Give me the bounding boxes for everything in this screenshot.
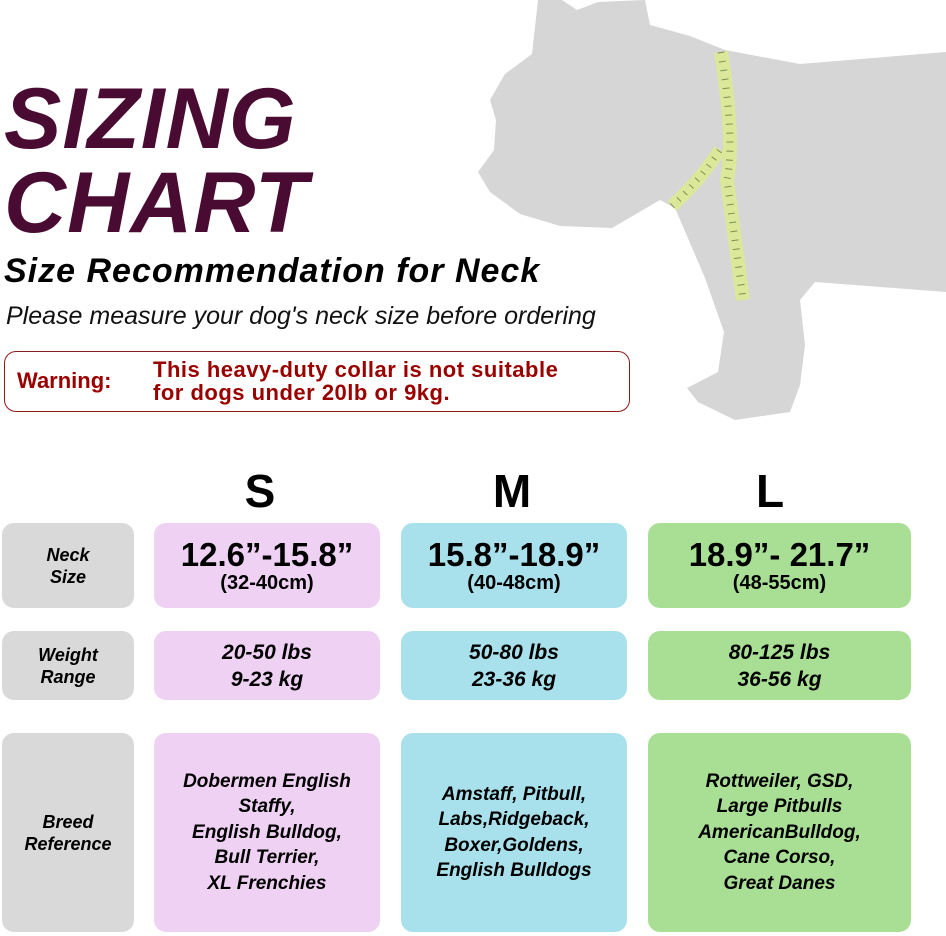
- label-line: Neck: [46, 544, 90, 565]
- neck-size-l: 18.9”- 21.7” (48-55cm): [648, 523, 911, 608]
- weight-kg: 36-56 kg: [737, 667, 822, 691]
- breed-line: Boxer,Goldens,: [444, 834, 584, 856]
- breed-line: Bull Terrier,: [214, 847, 320, 869]
- breed-line: Great Danes: [723, 872, 836, 894]
- title-sizing: SIZING: [4, 71, 297, 167]
- warning-label: Warning:: [17, 368, 112, 393]
- breed-line: AmericanBulldog,: [698, 821, 861, 843]
- row-label-breed-reference: Breed Reference: [2, 733, 134, 932]
- size-header-m: M: [492, 465, 532, 517]
- label-line: Reference: [24, 833, 112, 854]
- breed-line: Staffy,: [238, 796, 296, 818]
- breed-line: Dobermen English: [183, 770, 351, 792]
- subtitle: Size Recommendation for Neck: [4, 252, 541, 290]
- weight-range-l: 80-125 lbs 36-56 kg: [648, 631, 911, 700]
- weight-range-m: 50-80 lbs 23-36 kg: [401, 631, 627, 700]
- weight-kg: 23-36 kg: [471, 667, 557, 691]
- neck-cm: (32-40cm): [220, 571, 314, 594]
- instruction-text: Please measure your dog's neck size befo…: [6, 302, 596, 330]
- neck-inches: 18.9”- 21.7”: [688, 535, 871, 573]
- neck-inches: 15.8”-18.9”: [427, 535, 601, 573]
- weight-lbs: 80-125 lbs: [728, 640, 831, 664]
- breed-line: Labs,Ridgeback,: [438, 809, 590, 830]
- breed-line: Amstaff, Pitbull,: [441, 783, 587, 805]
- label-line: Breed: [42, 811, 94, 832]
- label-line: Weight: [38, 644, 98, 665]
- neck-size-s: 12.6”-15.8” (32-40cm): [154, 523, 380, 608]
- warning-line: This heavy-duty collar is not suitable: [153, 357, 559, 382]
- breed-line: English Bulldog,: [192, 821, 342, 843]
- size-header-l: L: [755, 465, 785, 517]
- breed-reference-l: Rottweiler, GSD, Large Pitbulls American…: [648, 733, 911, 932]
- size-header-s: S: [244, 465, 276, 517]
- weight-lbs: 50-80 lbs: [469, 640, 559, 664]
- weight-lbs: 20-50 lbs: [222, 640, 312, 664]
- neck-cm: (40-48cm): [467, 571, 561, 594]
- breed-line: Cane Corso,: [723, 847, 836, 869]
- breed-line: Large Pitbulls: [716, 796, 843, 818]
- measuring-tape-icon: [667, 50, 750, 301]
- breed-line: English Bulldogs: [436, 860, 592, 881]
- breed-line: Rottweiler, GSD,: [705, 770, 854, 792]
- row-label-weight-range: Weight Range: [2, 631, 134, 700]
- neck-cm: (48-55cm): [732, 571, 827, 594]
- label-line: Size: [49, 566, 87, 587]
- warning-line: for dogs under 20lb or 9kg.: [153, 380, 451, 405]
- warning-message: This heavy-duty collar is not suitable f…: [153, 358, 558, 404]
- weight-range-s: 20-50 lbs 9-23 kg: [154, 631, 380, 700]
- breed-reference-s: Dobermen English Staffy, English Bulldog…: [154, 733, 380, 932]
- neck-inches: 12.6”-15.8”: [180, 535, 354, 573]
- breed-line: XL Frenchies: [207, 872, 327, 894]
- title-chart: CHART: [4, 155, 309, 251]
- neck-size-m: 15.8”-18.9” (40-48cm): [401, 523, 627, 608]
- dog-body: [478, 0, 946, 420]
- breed-reference-m: Amstaff, Pitbull, Labs,Ridgeback, Boxer,…: [401, 733, 627, 932]
- label-line: Range: [40, 666, 96, 687]
- row-label-neck-size: Neck Size: [2, 523, 134, 608]
- warning-box: Warning: This heavy-duty collar is not s…: [4, 351, 630, 412]
- weight-kg: 9-23 kg: [230, 667, 304, 691]
